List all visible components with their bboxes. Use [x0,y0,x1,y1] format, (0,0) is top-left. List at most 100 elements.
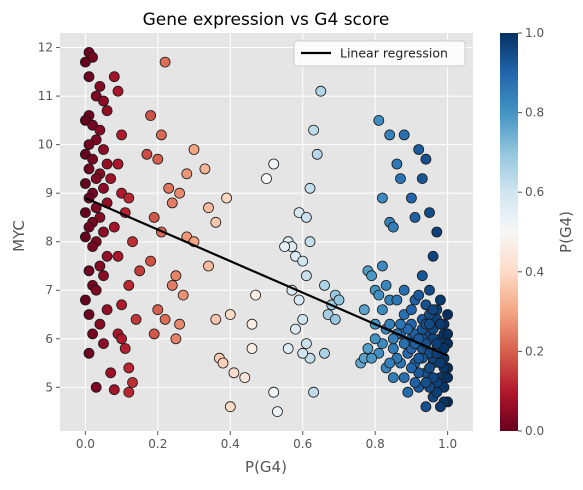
data-point [405,192,417,204]
data-point [293,294,305,306]
data-point [308,124,320,136]
data-point [123,279,135,291]
data-point [210,216,222,228]
data-point [210,313,222,325]
data-point [376,260,388,272]
data-point [83,265,95,277]
colorbar-tick-label: 0.6 [525,185,544,199]
data-point [80,231,91,243]
colorbar-tick-label: 0.8 [525,106,544,120]
chart-title: Gene expression vs G4 score [143,10,390,30]
legend: Linear regression [293,40,466,67]
data-point [442,309,454,320]
data-point [297,313,309,325]
data-point [420,401,432,413]
data-point [246,343,258,354]
colorbar-label: P(G4) [557,211,575,253]
x-tick-label: 1.0 [438,437,457,451]
data-point [358,304,370,316]
data-points [80,47,454,418]
y-tick-label: 7 [45,283,53,297]
data-point [80,178,91,189]
y-tick-label: 8 [45,235,53,249]
colorbar-gradient [500,33,518,431]
data-point [108,384,120,396]
data-point [308,386,320,398]
data-point [83,71,95,83]
data-point [217,357,229,369]
data-point [409,377,421,388]
y-tick-label: 12 [38,41,53,55]
data-point [94,260,106,272]
data-point [188,144,200,155]
data-point [329,313,341,325]
data-point [116,333,127,345]
data-point [105,173,117,185]
data-point [108,71,120,83]
regression-line-group [84,197,449,357]
data-point [366,270,378,282]
data-point [424,362,435,374]
data-point [108,221,120,233]
data-point [83,139,95,151]
data-point [442,372,454,384]
data-point [228,367,240,379]
data-point [304,236,316,248]
data-point [159,56,171,68]
data-point [442,328,454,340]
colorbar: 0.0 0.2 0.4 0.6 0.8 1.0 P(G4) [500,26,575,438]
data-point [98,226,109,238]
data-point [112,158,124,170]
data-point [376,192,388,204]
data-point [333,294,345,306]
data-point [174,318,186,330]
data-point [163,182,175,194]
data-point [98,182,109,194]
data-point [123,192,135,204]
data-point [395,318,406,330]
data-point [424,284,435,296]
data-point [413,144,425,155]
data-point [166,197,178,209]
data-point [221,192,233,204]
data-point [83,163,95,175]
data-point [387,221,399,233]
data-point [239,372,251,384]
data-point [246,318,258,330]
data-point [391,158,403,170]
x-tick-label: 0.4 [221,437,240,451]
y-axis-label: MYC [10,220,28,252]
x-tick-label: 0.8 [366,437,385,451]
data-point [300,338,312,350]
data-point [90,284,102,296]
data-point [174,187,186,199]
data-point [130,313,142,325]
data-point [380,279,392,291]
data-point [134,265,146,277]
data-point [105,367,117,379]
data-point [413,289,425,301]
data-point [387,333,399,345]
data-point [116,129,127,141]
legend-label: Linear regression [340,46,448,61]
data-point [101,158,113,170]
data-point [271,406,283,418]
y-tick-label: 6 [45,332,53,346]
y-axis-ticks: 5 6 7 8 9 10 11 12 [38,41,60,394]
data-point [366,352,378,364]
data-point [387,372,399,384]
data-point [427,304,439,316]
data-point [159,313,171,325]
x-tick-label: 0.2 [148,437,167,451]
data-point [297,255,309,267]
data-point [116,299,127,311]
data-point [413,352,425,364]
data-point [152,153,164,165]
x-axis-label: P(G4) [245,458,287,476]
data-point [127,377,138,388]
data-point [98,270,109,282]
data-point [384,357,396,369]
x-tick-label: 0.0 [76,437,95,451]
data-point [98,95,109,107]
data-point [297,347,309,359]
